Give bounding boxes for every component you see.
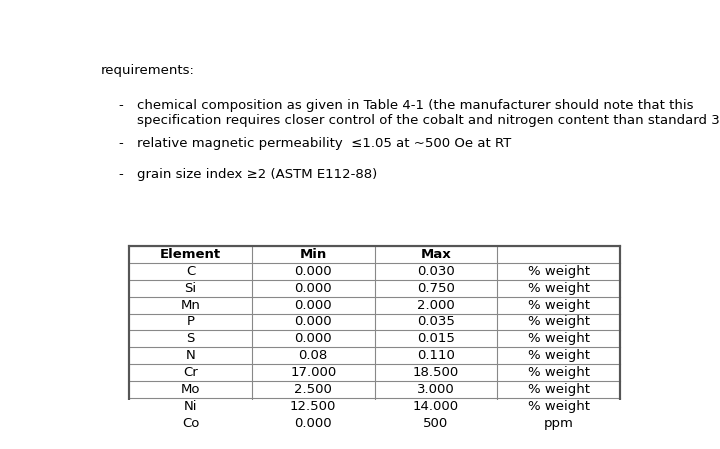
Text: -: - — [118, 137, 123, 150]
Text: relative magnetic permeability  ≤1.05 at ~500 Oe at RT: relative magnetic permeability ≤1.05 at … — [138, 137, 512, 150]
Text: 17.000: 17.000 — [290, 366, 336, 379]
Text: 0.750: 0.750 — [417, 282, 455, 295]
Text: % weight: % weight — [528, 366, 590, 379]
Text: % weight: % weight — [528, 299, 590, 312]
Text: Min: Min — [300, 248, 327, 261]
Text: 12.500: 12.500 — [290, 400, 336, 413]
Text: % weight: % weight — [528, 316, 590, 329]
Text: C: C — [186, 264, 195, 277]
Text: 500: 500 — [423, 417, 449, 430]
Text: Ni: Ni — [184, 400, 197, 413]
Text: 0.110: 0.110 — [417, 349, 455, 362]
Text: % weight: % weight — [528, 383, 590, 396]
Text: 2.500: 2.500 — [294, 383, 332, 396]
Text: % weight: % weight — [528, 349, 590, 362]
Text: 0.015: 0.015 — [417, 332, 455, 345]
Text: Cr: Cr — [183, 366, 198, 379]
Text: N: N — [186, 349, 195, 362]
Text: Si: Si — [184, 282, 197, 295]
Text: 0.000: 0.000 — [294, 299, 332, 312]
Text: -: - — [118, 99, 123, 112]
Text: Mo: Mo — [181, 383, 200, 396]
Text: 0.000: 0.000 — [294, 316, 332, 329]
Text: 2.000: 2.000 — [417, 299, 455, 312]
Text: Mn: Mn — [181, 299, 200, 312]
Text: 0.000: 0.000 — [294, 282, 332, 295]
Text: 0.030: 0.030 — [417, 264, 455, 277]
Text: chemical composition as given in Table 4-1 (the manufacturer should note that th: chemical composition as given in Table 4… — [138, 99, 720, 127]
Text: % weight: % weight — [528, 264, 590, 277]
Text: ppm: ppm — [544, 417, 574, 430]
Text: grain size index ≥2 (ASTM E112-88): grain size index ≥2 (ASTM E112-88) — [138, 168, 378, 181]
Text: % weight: % weight — [528, 332, 590, 345]
Text: 0.000: 0.000 — [294, 264, 332, 277]
Text: S: S — [186, 332, 194, 345]
Text: 3.000: 3.000 — [417, 383, 455, 396]
Bar — [129, 246, 620, 432]
Text: requirements:: requirements: — [101, 64, 195, 77]
Text: 14.000: 14.000 — [413, 400, 459, 413]
Text: 0.000: 0.000 — [294, 332, 332, 345]
Text: % weight: % weight — [528, 400, 590, 413]
Text: Element: Element — [160, 248, 221, 261]
Text: 18.500: 18.500 — [413, 366, 459, 379]
Text: % weight: % weight — [528, 282, 590, 295]
Text: 0.08: 0.08 — [299, 349, 328, 362]
Text: 0.000: 0.000 — [294, 417, 332, 430]
Text: Max: Max — [420, 248, 451, 261]
Text: P: P — [186, 316, 194, 329]
Text: -: - — [118, 168, 123, 181]
Text: 0.035: 0.035 — [417, 316, 455, 329]
Text: Co: Co — [181, 417, 199, 430]
